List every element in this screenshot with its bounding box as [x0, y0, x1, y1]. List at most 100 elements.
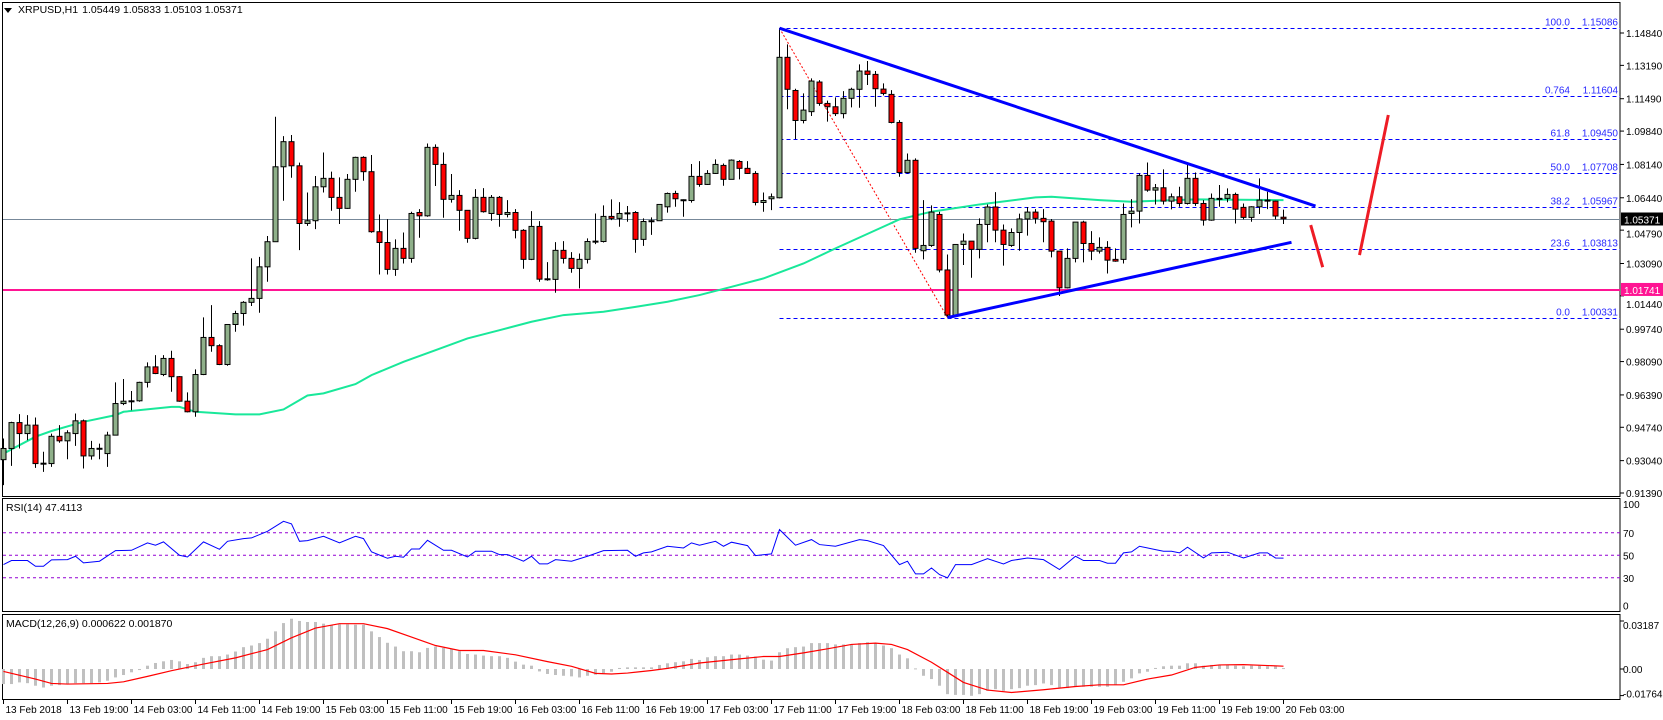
macd-histogram-bar [698, 659, 701, 669]
candle [296, 162, 303, 251]
candle-body [1048, 220, 1055, 252]
direction-arrow [1309, 224, 1325, 268]
candle-body [512, 211, 519, 231]
candle [536, 221, 543, 282]
candle [40, 451, 47, 472]
candle [904, 153, 911, 174]
macd-histogram-bar [242, 647, 245, 669]
candle [1024, 206, 1031, 236]
candle-body [856, 70, 863, 90]
candle-body [320, 177, 327, 188]
macd-histogram-bar [498, 656, 501, 669]
candle [664, 192, 671, 213]
candle-body [128, 400, 135, 403]
macd-histogram-bar [450, 648, 453, 669]
candle-body [840, 97, 847, 115]
macd-histogram-bar [634, 667, 637, 669]
macd-histogram-bar [1178, 665, 1181, 669]
macd-histogram-bar [522, 664, 525, 669]
candle [760, 192, 767, 212]
candle-body [576, 258, 583, 269]
macd-histogram-bar [1066, 669, 1069, 689]
candle-body [896, 121, 903, 173]
candle-body [1080, 221, 1087, 244]
macd-histogram-bar [554, 669, 557, 676]
price-tick-label: 1.14840 [1626, 29, 1663, 40]
macd-histogram-bar [946, 669, 949, 695]
time-tick-label: 15 Feb 19:00 [454, 705, 513, 716]
candle [240, 301, 247, 326]
macd-histogram-bar [178, 661, 181, 669]
candle-body [848, 88, 855, 99]
candle-body [48, 435, 55, 465]
macd-histogram-bar [10, 669, 13, 685]
time-tick-label: 19 Feb 19:00 [1222, 705, 1281, 716]
candle-body [648, 220, 655, 223]
candle [1280, 209, 1287, 225]
macd-histogram-bar [802, 646, 805, 669]
candle-body [488, 196, 495, 214]
macd-histogram-bar [1242, 666, 1245, 669]
candle [1000, 224, 1007, 266]
candle-body [120, 400, 127, 405]
macd-histogram-bar [130, 669, 133, 673]
candle [56, 425, 63, 443]
macd-histogram-bar [1090, 669, 1093, 687]
candle-body [1040, 217, 1047, 223]
triangle-down-icon[interactable] [4, 7, 12, 13]
candle-body [1064, 257, 1071, 289]
candle [856, 64, 863, 108]
candle-body [640, 221, 647, 240]
macd-histogram-bar [146, 665, 149, 669]
candle [888, 90, 895, 124]
candle [1176, 186, 1183, 207]
candle-body [216, 345, 223, 366]
macd-histogram-bar [1194, 663, 1197, 669]
macd-histogram-bar [1258, 665, 1261, 669]
macd-tick-label: 0.03187 [1623, 621, 1660, 632]
candle-body [448, 194, 455, 200]
fib-level-price: 1.15086 [1582, 18, 1619, 29]
candle [112, 382, 119, 436]
macd-histogram-bar [586, 669, 589, 676]
macd-histogram-bar [546, 669, 549, 674]
macd-histogram-bar [138, 669, 141, 671]
candle [24, 415, 31, 441]
candle-body [8, 422, 15, 449]
candle [1096, 237, 1103, 254]
candle [1120, 203, 1127, 264]
candle-body [1136, 174, 1143, 212]
macd-histogram-bar [74, 669, 77, 684]
macd-title: MACD(12,26,9) 0.000622 0.001870 [6, 618, 173, 630]
macd-histogram-bar [122, 669, 125, 676]
candle-body [544, 278, 551, 281]
candle-body [760, 200, 767, 203]
macd-histogram-bar [882, 645, 885, 669]
candle [880, 83, 887, 96]
candle [152, 355, 159, 375]
macd-histogram-bar [1186, 663, 1189, 669]
candle [424, 143, 431, 217]
candle-body [536, 225, 543, 280]
macd-histogram-bar [226, 654, 229, 669]
candle-body [816, 81, 823, 104]
candle [712, 159, 719, 175]
macd-histogram-bar [370, 631, 373, 669]
fib-level-label: 61.8 [1551, 129, 1571, 140]
candle-body [552, 249, 559, 280]
macd-histogram-bar [1170, 665, 1173, 669]
candle-body [360, 156, 367, 173]
price-tick-label: 0.91390 [1626, 489, 1663, 500]
candle-body [920, 244, 927, 252]
candle-body [584, 241, 591, 260]
macd-histogram-bar [1162, 666, 1165, 669]
macd-histogram-bar [890, 648, 893, 669]
candle [1216, 185, 1223, 207]
candle [88, 440, 95, 460]
macd-histogram-bar [930, 669, 933, 680]
time-tick-label: 17 Feb 11:00 [774, 705, 833, 716]
candle [248, 258, 255, 307]
candle-body [1112, 258, 1119, 262]
candle [32, 417, 39, 468]
macd-histogram-bar [1234, 665, 1237, 669]
